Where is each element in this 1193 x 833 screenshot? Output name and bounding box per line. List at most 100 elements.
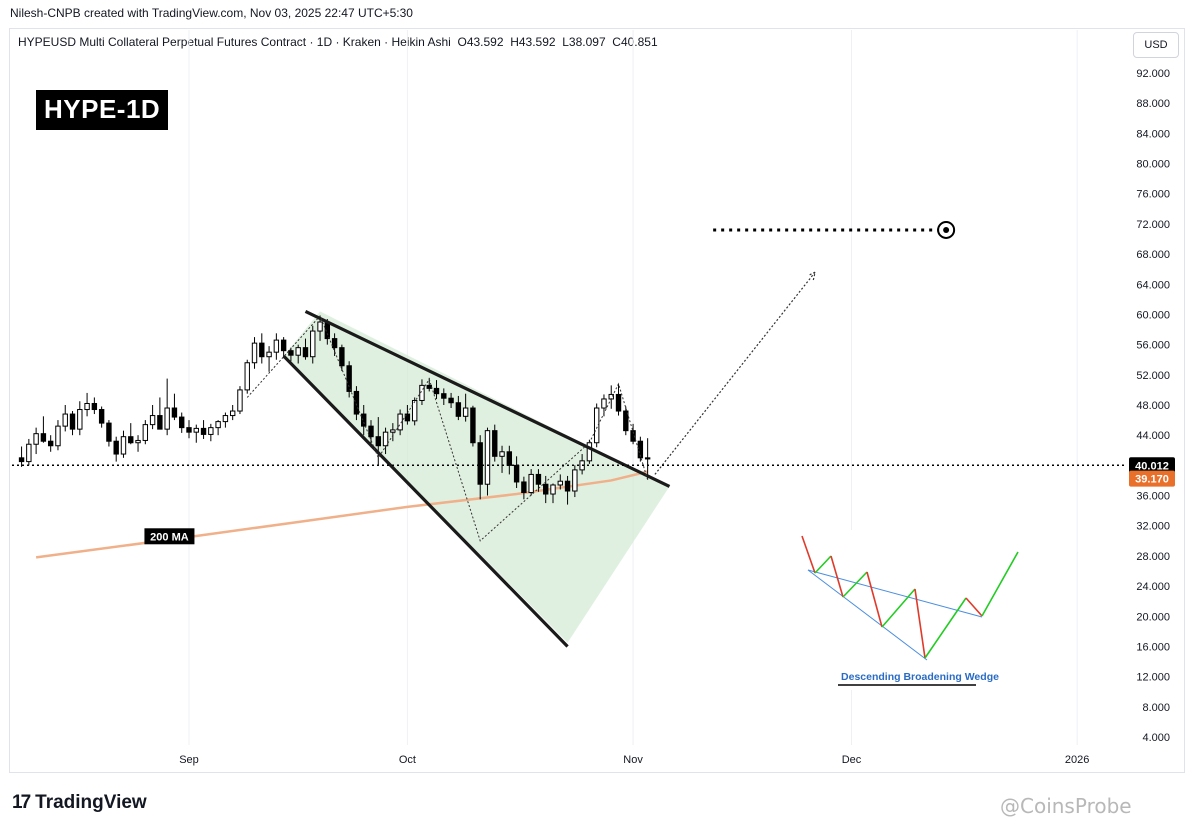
candle xyxy=(397,409,403,436)
candle xyxy=(55,420,61,451)
candle-body xyxy=(499,451,505,457)
candle xyxy=(361,405,367,436)
y-tick-label: 76.000 xyxy=(1136,189,1170,201)
y-tick-label: 52.000 xyxy=(1136,370,1170,382)
candle xyxy=(550,483,556,504)
candle-body xyxy=(135,439,141,444)
candle-body xyxy=(353,390,360,415)
last-price-label: 40.012 xyxy=(1135,460,1169,472)
candle xyxy=(142,420,149,445)
candle-body xyxy=(47,440,54,447)
candle-body xyxy=(361,413,367,427)
wedge-lower-trendline xyxy=(282,354,569,648)
candle xyxy=(368,420,374,448)
candle-body xyxy=(215,421,221,429)
candle xyxy=(419,379,425,405)
x-tick-label: Nov xyxy=(623,754,643,766)
candle-body xyxy=(186,427,192,433)
candle xyxy=(229,405,236,421)
candle-body xyxy=(200,427,207,435)
candle xyxy=(280,337,287,359)
candle xyxy=(528,469,534,496)
candle-body xyxy=(273,339,280,353)
candle-body xyxy=(164,407,170,430)
candle-body xyxy=(470,407,476,444)
tradingview-logo-text: TradingView xyxy=(35,792,147,813)
wedge-fill xyxy=(283,311,670,643)
candle-body xyxy=(630,430,636,442)
schematic-down-leg xyxy=(965,597,983,617)
candle-body xyxy=(259,342,265,358)
y-tick-label: 12.000 xyxy=(1136,672,1170,684)
candle-body xyxy=(644,457,651,460)
candle-body xyxy=(302,347,309,358)
candle-body xyxy=(397,413,403,431)
candle xyxy=(288,347,294,362)
candle-body xyxy=(113,440,119,455)
candle xyxy=(47,435,54,452)
candle xyxy=(40,416,47,443)
candle xyxy=(149,405,156,430)
schematic-down-leg xyxy=(914,588,926,659)
candle-body xyxy=(55,425,61,447)
zigzag-path xyxy=(246,315,649,542)
candle xyxy=(164,378,170,436)
candle xyxy=(543,475,549,504)
candle-body xyxy=(149,415,156,426)
candle xyxy=(375,417,381,466)
y-tick-label: 60.000 xyxy=(1136,309,1170,321)
candle xyxy=(273,333,280,360)
candle-body xyxy=(69,413,76,430)
candle-body xyxy=(492,430,498,457)
last-price-tag xyxy=(1129,457,1175,474)
y-tick-label: 36.000 xyxy=(1136,491,1170,503)
candle-body xyxy=(419,384,425,401)
ma-price-tag xyxy=(1129,470,1175,487)
currency-selector[interactable]: USD xyxy=(1133,32,1179,58)
candle xyxy=(630,423,636,445)
candle xyxy=(470,405,476,447)
candle xyxy=(77,401,83,436)
ma-price-label: 39.170 xyxy=(1135,474,1169,486)
coinsprobe-watermark: @CoinsProbe xyxy=(1000,794,1132,818)
candle xyxy=(128,423,134,445)
candle xyxy=(623,406,629,436)
x-tick-label: Dec xyxy=(842,754,862,766)
candle-body xyxy=(615,393,622,412)
candle-body xyxy=(128,436,134,444)
candle-body xyxy=(404,413,411,422)
candle xyxy=(302,338,309,360)
x-tick-label: 2026 xyxy=(1065,754,1089,766)
y-tick-label: 56.000 xyxy=(1136,340,1170,352)
candle xyxy=(564,475,571,505)
y-tick-label: 88.000 xyxy=(1136,98,1170,110)
chart-credit: Nilesh-CNPB created with TradingView.com… xyxy=(10,6,413,20)
candle xyxy=(615,383,622,416)
candle xyxy=(448,392,454,409)
candle xyxy=(179,412,185,433)
candle xyxy=(62,405,68,432)
candle-body xyxy=(375,436,381,447)
schematic-layer: Descending Broadening Wedge xyxy=(790,530,1040,690)
candle-body xyxy=(339,347,345,367)
tradingview-logo[interactable]: 17 TradingView xyxy=(12,792,147,814)
ma-200-label-box xyxy=(144,528,195,545)
candle xyxy=(484,427,491,496)
candle-body xyxy=(368,425,374,438)
candle xyxy=(157,397,163,430)
candle-body xyxy=(572,469,578,492)
candle-body xyxy=(229,410,236,417)
candle xyxy=(404,405,411,425)
candle-body xyxy=(244,362,250,391)
overlay-layer xyxy=(12,220,1124,648)
wedge-upper-trendline xyxy=(304,309,671,488)
candle xyxy=(266,346,272,372)
candle xyxy=(98,406,105,428)
candle xyxy=(193,424,199,443)
candle-body xyxy=(331,338,338,349)
candle xyxy=(135,435,141,452)
candle xyxy=(186,420,192,439)
candle xyxy=(492,424,498,462)
candle xyxy=(251,337,258,369)
